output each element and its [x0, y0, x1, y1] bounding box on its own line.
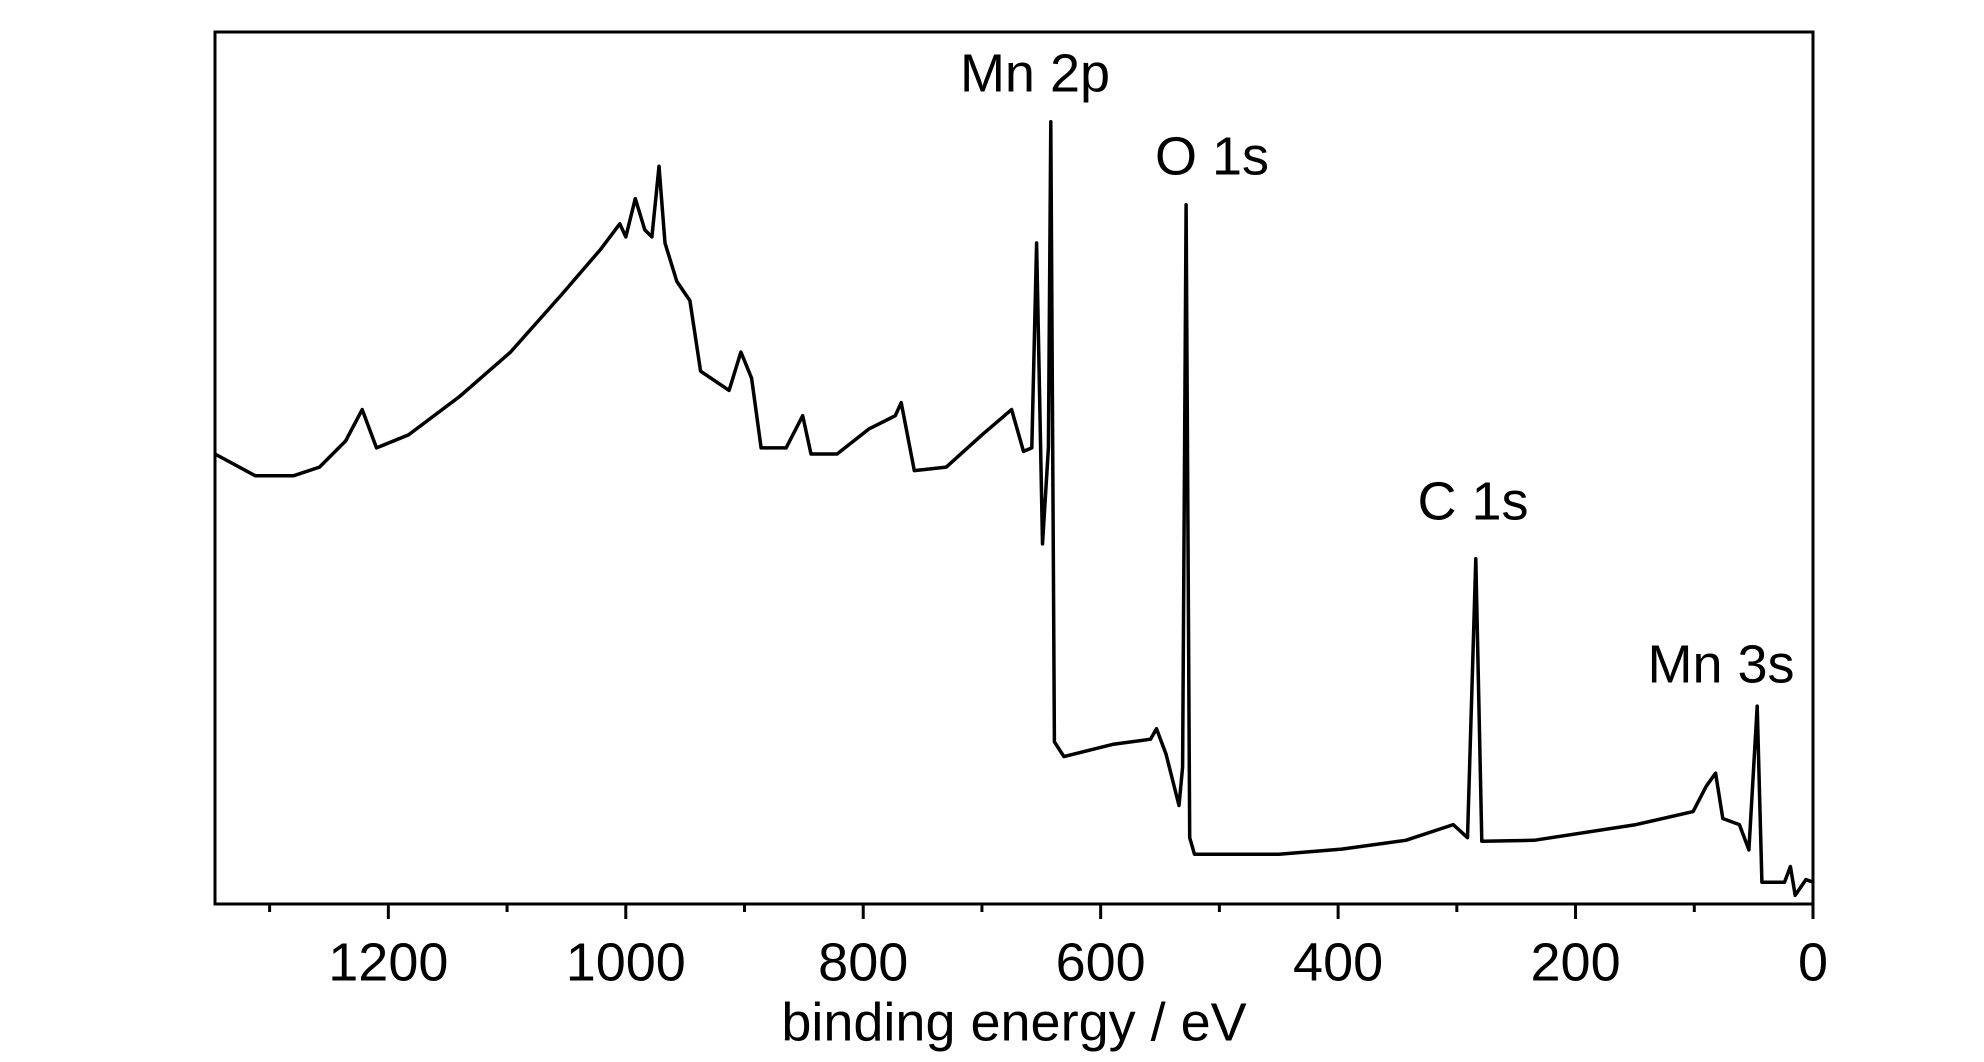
x-tick-label: 1200: [328, 932, 448, 992]
x-tick-label: 200: [1531, 932, 1621, 992]
peak-label: Mn 2p: [960, 43, 1110, 103]
x-tick-label: 0: [1798, 932, 1828, 992]
peak-label: O 1s: [1155, 126, 1269, 186]
x-tick-label: 1000: [566, 932, 686, 992]
plot-frame: [213, 30, 1815, 906]
x-axis-title: binding energy / eV: [781, 992, 1246, 1052]
peak-label: Mn 3s: [1647, 634, 1794, 694]
x-tick-label: 400: [1293, 932, 1383, 992]
peak-label: C 1s: [1417, 471, 1528, 531]
x-tick-label: 800: [818, 932, 908, 992]
x-tick-label: 600: [1056, 932, 1146, 992]
spectrum-line: [214, 120, 1814, 898]
